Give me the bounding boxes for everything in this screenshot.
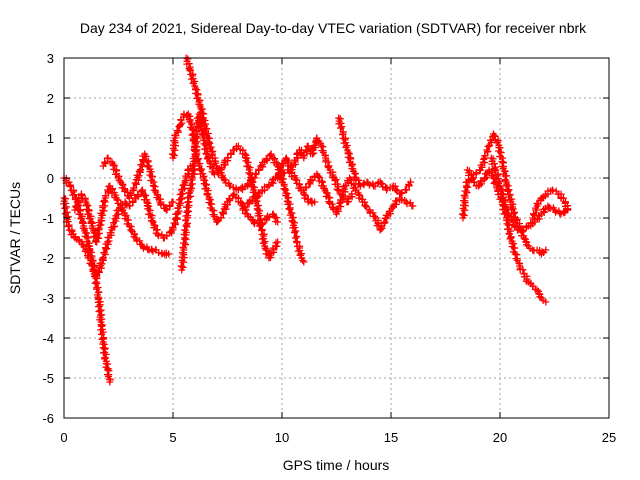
series-markers — [487, 154, 572, 234]
y-tick-label: -5 — [42, 371, 54, 386]
series-markers — [274, 134, 356, 206]
series-markers — [335, 114, 415, 198]
series-markers — [300, 170, 417, 234]
series-sat-j — [300, 170, 417, 234]
x-tick-label: 15 — [384, 430, 398, 445]
series-sat-k — [335, 114, 415, 198]
ticks: 0 5 10 15 20 25 -6 -5 -4 -3 -2 -1 0 1 2 3 — [42, 51, 616, 445]
series-markers — [99, 150, 177, 214]
grid — [64, 58, 609, 418]
y-tick-label: 1 — [47, 131, 54, 146]
y-tick-label: -4 — [42, 331, 54, 346]
series-markers — [458, 130, 550, 258]
x-tick-label: 10 — [275, 430, 289, 445]
y-tick-label: -3 — [42, 291, 54, 306]
data-marks — [60, 54, 572, 386]
series-markers — [71, 182, 173, 259]
x-tick-label: 20 — [493, 430, 507, 445]
x-tick-label: 25 — [602, 430, 616, 445]
series-sat-i — [274, 134, 356, 206]
y-tick-label: 3 — [47, 51, 54, 66]
series-markers — [529, 186, 572, 222]
series-sat-l — [458, 130, 550, 258]
series-sat-d — [99, 150, 177, 214]
y-axis-label: SDTVAR / TECUs — [7, 182, 23, 294]
series-sat-n — [487, 154, 572, 234]
series-sat-c — [71, 182, 173, 259]
x-tick-label: 0 — [60, 430, 67, 445]
chart-title: Day 234 of 2021, Sidereal Day-to-day VTE… — [80, 20, 587, 36]
x-tick-label: 5 — [169, 430, 176, 445]
series-markers — [177, 110, 282, 274]
series-sat-f — [177, 110, 282, 274]
x-axis-label: GPS time / hours — [283, 457, 390, 473]
series-sat-o — [529, 186, 572, 222]
y-tick-label: -1 — [42, 211, 54, 226]
y-tick-label: -2 — [42, 251, 54, 266]
y-tick-label: 2 — [47, 91, 54, 106]
plot-frame — [63, 57, 610, 419]
y-tick-label: -6 — [42, 411, 54, 426]
y-tick-label: 0 — [47, 171, 54, 186]
